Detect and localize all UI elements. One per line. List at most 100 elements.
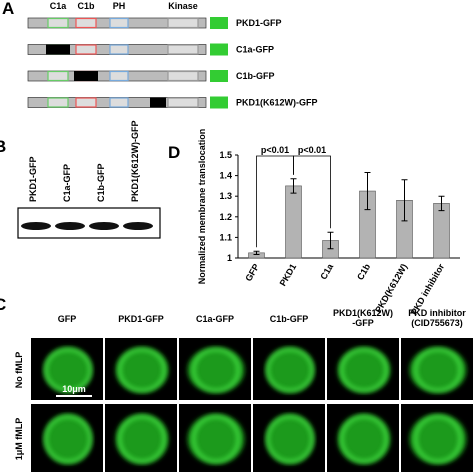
column-header: (CID755673) bbox=[411, 318, 463, 328]
cell bbox=[115, 413, 169, 465]
cell bbox=[409, 413, 467, 465]
domain-label: Kinase bbox=[168, 1, 198, 11]
cell bbox=[115, 346, 169, 394]
cell-edge bbox=[44, 415, 92, 463]
x-tick-label: C1b bbox=[355, 262, 372, 282]
y-tick-label: 1.2 bbox=[219, 212, 232, 222]
x-tick-label: PKD(K612W) bbox=[373, 262, 409, 315]
cell bbox=[187, 346, 245, 394]
error-bar bbox=[327, 231, 334, 250]
construct-name: PKD1-GFP bbox=[236, 18, 282, 28]
cell-edge bbox=[192, 415, 240, 463]
cell-edge bbox=[340, 348, 388, 392]
column-header: PKD inhibitor bbox=[408, 308, 466, 318]
y-tick-label: 1.1 bbox=[219, 232, 232, 242]
construct-name: PKD1(K612W)-GFP bbox=[236, 98, 318, 108]
domain-box bbox=[109, 44, 129, 55]
domain-label: C1a bbox=[50, 1, 68, 11]
domain-box bbox=[167, 70, 199, 82]
deletion bbox=[46, 44, 70, 55]
cell bbox=[337, 346, 391, 394]
cell bbox=[265, 346, 315, 394]
domain-box bbox=[75, 17, 97, 29]
bar bbox=[433, 203, 450, 259]
cell-edge bbox=[340, 415, 388, 463]
cell bbox=[409, 346, 467, 394]
panel-label: D bbox=[168, 143, 180, 162]
lane-label: PKD1-GFP bbox=[28, 156, 38, 202]
panel-label: B bbox=[0, 137, 6, 156]
cell-edge bbox=[192, 348, 240, 392]
cell bbox=[43, 346, 93, 394]
domain-box bbox=[167, 17, 199, 29]
blot-band bbox=[123, 222, 153, 230]
column-header: GFP bbox=[58, 314, 77, 324]
cell bbox=[187, 413, 245, 465]
blot-band bbox=[89, 222, 119, 230]
domain-box bbox=[75, 44, 97, 55]
y-tick-label: 1.3 bbox=[219, 191, 232, 201]
bracket bbox=[293, 155, 331, 229]
error-bar bbox=[290, 178, 297, 194]
domain-box bbox=[75, 97, 97, 108]
column-header: C1a-GFP bbox=[196, 314, 234, 324]
row-label: 1μM fMLP bbox=[14, 418, 24, 461]
domain-box bbox=[109, 97, 129, 108]
construct-name: C1a-GFP bbox=[236, 45, 274, 55]
axes bbox=[237, 155, 460, 259]
y-tick-label: 1 bbox=[227, 253, 232, 263]
cell bbox=[265, 413, 315, 465]
domain-label: PH bbox=[113, 1, 126, 11]
annotation: p<0.01 bbox=[261, 145, 289, 155]
x-tick-label: C1a bbox=[318, 261, 335, 281]
domain-box bbox=[167, 97, 199, 108]
error-bar bbox=[253, 250, 260, 255]
domain-label: C1b bbox=[77, 1, 95, 11]
cell bbox=[43, 413, 93, 465]
lane-label: C1b-GFP bbox=[96, 163, 106, 202]
panel-label: C bbox=[0, 295, 6, 314]
error-bar bbox=[438, 195, 445, 212]
column-header: PKD1-GFP bbox=[118, 314, 164, 324]
y-tick-label: 1.4 bbox=[219, 171, 232, 181]
gfp-tag bbox=[210, 17, 228, 29]
domain-box bbox=[167, 44, 199, 55]
y-tick-label: 1.5 bbox=[219, 150, 232, 160]
blot-band bbox=[55, 222, 85, 230]
column-header: -GFP bbox=[352, 318, 374, 328]
column-header: PKD1(K612W) bbox=[333, 308, 393, 318]
domain-box bbox=[109, 17, 129, 29]
domain-box bbox=[47, 70, 69, 82]
domain-box bbox=[109, 70, 129, 82]
panel-label: A bbox=[2, 0, 14, 18]
blot-band bbox=[21, 222, 51, 230]
deletion bbox=[74, 71, 98, 81]
column-header: C1b-GFP bbox=[270, 314, 309, 324]
cell bbox=[337, 413, 391, 465]
bar bbox=[285, 185, 302, 259]
cell-edge bbox=[414, 348, 462, 392]
domain-box bbox=[47, 97, 69, 108]
error-bar bbox=[401, 179, 408, 222]
gfp-tag bbox=[210, 96, 228, 109]
lane-label: PKD1(K612W)-GFP bbox=[130, 120, 140, 202]
lane-label: C1a-GFP bbox=[62, 164, 72, 202]
x-tick-label: GFP bbox=[243, 262, 261, 283]
annotation: p<0.01 bbox=[298, 145, 326, 155]
cell-edge bbox=[118, 415, 166, 463]
content: C1a C1b PH KinasePKD1-GFPC1a-GFPC1b-GFPPKD1… bbox=[14, 1, 473, 472]
cell-edge bbox=[44, 348, 92, 392]
error-bar bbox=[364, 172, 371, 211]
construct-name: C1b-GFP bbox=[236, 71, 275, 81]
row-label: No fMLP bbox=[14, 352, 24, 389]
cell-edge bbox=[118, 348, 166, 392]
gfp-tag bbox=[210, 70, 228, 82]
scale-bar-label: 10μm bbox=[62, 384, 86, 394]
x-tick-label: PKD1 bbox=[278, 262, 299, 288]
cell-edge bbox=[414, 415, 462, 463]
cell-edge bbox=[266, 415, 314, 463]
domain-box bbox=[47, 17, 69, 29]
y-axis-label: Normalized membrane translocation bbox=[197, 129, 207, 285]
cell-edge bbox=[266, 348, 314, 392]
